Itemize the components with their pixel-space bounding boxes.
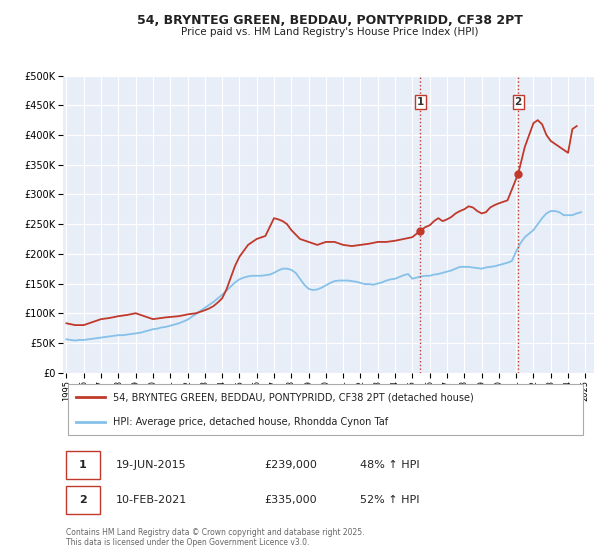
Text: 1: 1 <box>417 97 424 108</box>
Text: HPI: Average price, detached house, Rhondda Cynon Taf: HPI: Average price, detached house, Rhon… <box>113 417 389 427</box>
Text: Contains HM Land Registry data © Crown copyright and database right 2025.
This d: Contains HM Land Registry data © Crown c… <box>65 528 364 548</box>
Text: 19-JUN-2015: 19-JUN-2015 <box>116 460 187 470</box>
Text: 2: 2 <box>515 97 522 108</box>
FancyBboxPatch shape <box>65 451 100 479</box>
Text: 54, BRYNTEG GREEN, BEDDAU, PONTYPRIDD, CF38 2PT (detached house): 54, BRYNTEG GREEN, BEDDAU, PONTYPRIDD, C… <box>113 393 474 403</box>
Text: 10-FEB-2021: 10-FEB-2021 <box>116 495 187 505</box>
Text: Price paid vs. HM Land Registry's House Price Index (HPI): Price paid vs. HM Land Registry's House … <box>181 27 479 37</box>
FancyBboxPatch shape <box>68 384 583 435</box>
Text: £239,000: £239,000 <box>265 460 317 470</box>
Text: 1: 1 <box>79 460 86 470</box>
Text: 48% ↑ HPI: 48% ↑ HPI <box>361 460 420 470</box>
Text: 54, BRYNTEG GREEN, BEDDAU, PONTYPRIDD, CF38 2PT: 54, BRYNTEG GREEN, BEDDAU, PONTYPRIDD, C… <box>137 14 523 27</box>
FancyBboxPatch shape <box>65 486 100 514</box>
Text: 52% ↑ HPI: 52% ↑ HPI <box>361 495 420 505</box>
Text: £335,000: £335,000 <box>265 495 317 505</box>
Text: 2: 2 <box>79 495 86 505</box>
